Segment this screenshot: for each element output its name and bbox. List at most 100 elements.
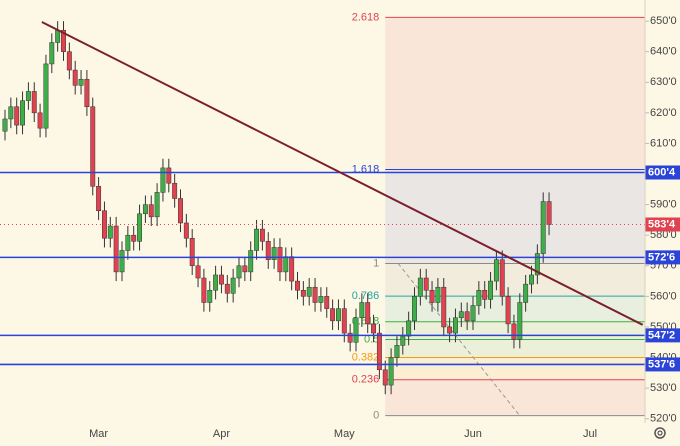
last-price-label: 583'4	[648, 218, 676, 230]
level-badge	[645, 165, 680, 180]
x-tick-label: Jul	[583, 428, 597, 440]
candle-body	[435, 286, 441, 303]
candle-body	[90, 106, 96, 187]
candle-body	[137, 213, 143, 242]
fib-band	[385, 296, 645, 322]
candle-body	[412, 296, 417, 322]
level-badge	[645, 357, 680, 372]
candle-body	[248, 250, 254, 273]
candle-body	[31, 91, 37, 114]
candle-body	[406, 320, 412, 337]
candle-body	[324, 296, 330, 309]
candles	[2, 21, 552, 395]
candle-body	[511, 323, 517, 340]
candle-body	[318, 296, 324, 303]
candle-body	[441, 286, 447, 328]
candle-body	[523, 283, 529, 303]
fib-band	[385, 17, 645, 170]
candle-body	[84, 78, 90, 107]
candle-body	[142, 204, 148, 215]
candle-body	[271, 247, 277, 260]
candle-body	[107, 225, 113, 239]
candle-body	[546, 201, 552, 225]
y-tick-label: 520'0	[650, 413, 677, 425]
fib-diagonal	[397, 263, 521, 416]
candle-body	[277, 247, 283, 273]
candle-body	[353, 317, 359, 343]
fib-label: 1.618	[352, 163, 380, 175]
candle-body	[429, 290, 435, 303]
y-tick-label: 630'0	[650, 76, 677, 88]
candle-body	[488, 280, 494, 300]
candle-body	[66, 51, 72, 71]
candle-body	[464, 311, 470, 322]
fib-label: 1	[373, 257, 379, 269]
candle-body	[423, 277, 429, 291]
fib-label: 0.236	[352, 374, 380, 386]
candle-body	[458, 311, 464, 319]
candle-body	[213, 274, 219, 291]
candle-body	[96, 186, 102, 211]
candle-body	[242, 265, 248, 273]
candle-body	[119, 250, 125, 273]
fib-label: 0	[373, 410, 379, 422]
candle-body	[125, 234, 131, 251]
fib-label: 0.786	[352, 290, 380, 302]
candle-body	[482, 290, 488, 300]
candle-body	[14, 106, 20, 126]
candle-body	[131, 234, 137, 242]
candle-body	[295, 280, 300, 291]
candle-body	[289, 256, 295, 282]
fib-label: 0.5	[364, 333, 379, 345]
candle-body	[72, 69, 78, 86]
candle-body	[376, 332, 382, 371]
candle-body	[230, 277, 236, 294]
level-badge-label: 547'2	[648, 329, 675, 341]
candle-body	[382, 369, 388, 386]
candle-body	[300, 290, 306, 297]
candle-body	[365, 302, 371, 325]
x-tick-label: Mar	[89, 428, 108, 440]
candle-body	[517, 302, 523, 340]
candle-body	[43, 63, 49, 129]
candle-body	[160, 167, 166, 193]
candle-body	[265, 241, 271, 260]
candle-body	[207, 290, 213, 303]
candle-body	[336, 308, 341, 322]
overlays: 600'4 572'6 547'2 537'6 583'4	[0, 21, 680, 372]
y-tick-label: 620'0	[650, 107, 677, 119]
y-tick-label: 530'0	[650, 382, 677, 394]
gear-center[interactable]	[657, 430, 663, 436]
settings-icon[interactable]	[654, 427, 666, 439]
y-tick-label: 650'0	[650, 15, 677, 27]
x-tick-label: Apr	[213, 428, 230, 440]
candle-body	[394, 345, 400, 358]
fib-band	[385, 379, 645, 416]
candle-body	[453, 317, 458, 334]
candle-body	[359, 302, 365, 319]
candle-body	[505, 296, 511, 325]
candle-body	[259, 228, 265, 242]
candle-body	[283, 256, 289, 273]
candle-body	[189, 238, 195, 267]
last-price-badge	[645, 217, 680, 232]
x-tick-label: Jun	[464, 428, 482, 440]
y-tick-label: 580'0	[650, 229, 677, 241]
level-badge-label: 572'6	[648, 251, 675, 263]
candle-body	[8, 106, 14, 120]
candle-body	[166, 167, 172, 184]
candle-body	[388, 357, 394, 386]
candle-body	[154, 192, 160, 218]
candle-body	[49, 42, 55, 65]
y-tick-label: 610'0	[650, 137, 677, 149]
candle-body	[2, 118, 8, 132]
candle-body	[400, 335, 406, 346]
candle-body	[236, 265, 242, 279]
gear[interactable]	[654, 427, 666, 439]
y-tick-label: 560'0	[650, 290, 677, 302]
fib-label: 2.618	[352, 11, 380, 23]
